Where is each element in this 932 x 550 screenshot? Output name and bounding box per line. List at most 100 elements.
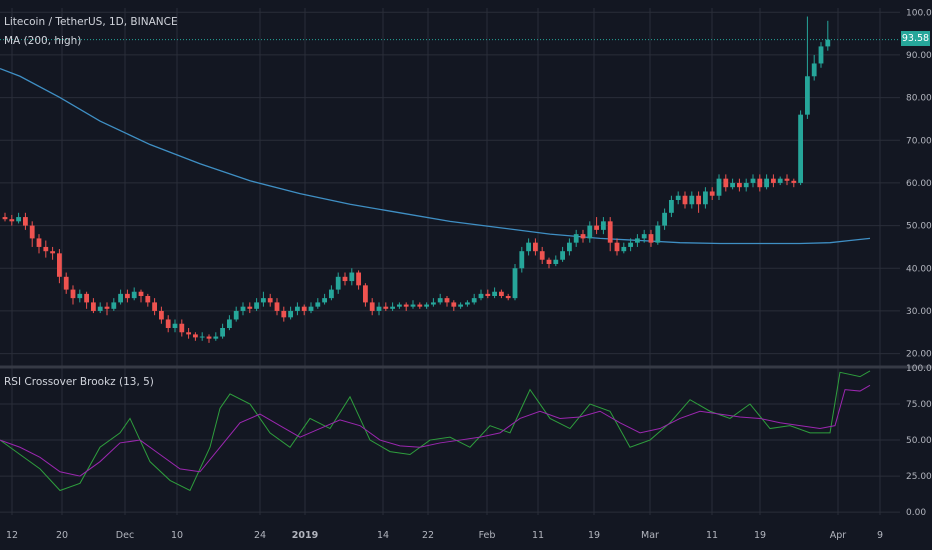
candle-body xyxy=(607,221,613,243)
candle-body xyxy=(288,310,293,318)
x-tick-label: 24 xyxy=(254,530,266,541)
candle-body xyxy=(240,306,246,311)
candle-body xyxy=(104,306,110,309)
x-tick-label: 11 xyxy=(706,530,718,541)
x-tick-label: Dec xyxy=(116,530,134,541)
candle-body xyxy=(546,259,552,264)
rsi-y-tick-label: 0.00 xyxy=(906,508,926,518)
candle-body xyxy=(675,195,681,200)
ma-legend[interactable]: MA (200, high) xyxy=(4,35,82,47)
y-tick-label: 40.00 xyxy=(906,264,932,274)
candle-body xyxy=(131,291,137,299)
candle-body xyxy=(791,180,797,183)
candle-body xyxy=(165,319,171,328)
rsi-legend[interactable]: RSI Crossover Brookz (13, 5) xyxy=(4,376,154,388)
candle-body xyxy=(512,268,518,299)
candle-body xyxy=(689,195,695,205)
candle-body xyxy=(451,302,457,307)
ma-line xyxy=(0,67,871,245)
symbol-legend[interactable]: Litecoin / TetherUS, 1D, BINANCE xyxy=(4,16,178,28)
candle-body xyxy=(145,296,151,303)
x-tick-label: 20 xyxy=(56,530,68,541)
candle-body xyxy=(703,191,708,205)
candle-body xyxy=(519,251,525,269)
candle-body xyxy=(641,234,647,239)
rsi-slow-line xyxy=(0,384,871,477)
candle-body xyxy=(179,323,185,333)
y-axis[interactable]: 100.00 90.00 80.00 70.00 60.00 50.00 40.00 30.0… xyxy=(906,8,932,518)
candle-body xyxy=(655,225,661,243)
candle-body xyxy=(363,285,368,303)
last-price-tag: 93.58 xyxy=(901,31,930,46)
candle-body xyxy=(57,253,62,277)
candle-body xyxy=(444,298,450,303)
candle-body xyxy=(485,293,491,296)
candle-body xyxy=(220,328,225,337)
candle-body xyxy=(750,178,756,183)
candle-body xyxy=(206,336,212,339)
candle-body xyxy=(349,272,355,282)
candle-body xyxy=(63,276,69,290)
candle-body xyxy=(36,238,42,247)
candle-body xyxy=(798,114,803,183)
rsi-y-tick-label: 75.00 xyxy=(906,400,932,410)
y-tick-label: 70.00 xyxy=(906,136,932,146)
candle-body xyxy=(723,178,729,188)
rsi-y-tick-label: 25.00 xyxy=(906,472,932,482)
candle-body xyxy=(410,304,416,307)
candle-body xyxy=(199,336,205,338)
candle-body xyxy=(805,76,810,115)
y-tick-label: 80.00 xyxy=(906,94,932,104)
candle-body xyxy=(329,289,334,299)
candle-body xyxy=(458,304,463,307)
candle-body xyxy=(97,306,103,311)
candle-body xyxy=(811,63,817,77)
candle-body xyxy=(764,178,769,188)
candle-body xyxy=(281,310,287,318)
x-tick-label: 19 xyxy=(588,530,600,541)
x-tick-label: 9 xyxy=(877,530,883,541)
candle-body xyxy=(186,332,191,335)
candle-body xyxy=(43,246,49,252)
y-tick-label: 30.00 xyxy=(906,307,932,317)
candle-body xyxy=(737,182,742,188)
candle-body xyxy=(777,178,783,183)
candle-body xyxy=(9,219,15,222)
candle-body xyxy=(356,272,361,286)
candle-body xyxy=(614,242,620,252)
candle-body xyxy=(648,234,654,243)
candle-body xyxy=(376,306,382,311)
candle-body xyxy=(716,178,722,196)
candle-body xyxy=(757,178,763,188)
candle-body xyxy=(771,178,776,183)
candle-body xyxy=(397,304,402,307)
candle-body xyxy=(91,302,96,311)
y-tick-label: 90.00 xyxy=(906,51,932,61)
candle-body xyxy=(478,293,484,299)
candle-body xyxy=(152,302,157,311)
candle-body xyxy=(539,251,545,260)
rsi-fast-line xyxy=(0,370,871,492)
candle-body xyxy=(601,221,606,230)
candle-body xyxy=(825,39,831,47)
candle-body xyxy=(322,298,327,303)
x-tick-label: 10 xyxy=(171,530,183,541)
candle-body xyxy=(16,217,21,222)
y-tick-label: 100.00 xyxy=(906,8,932,18)
x-axis[interactable]: 12 20 Dec 10 24 2019 14 22 Feb 11 19 Mar 11 19 Apr 9 xyxy=(6,530,883,541)
candle-body xyxy=(628,242,633,247)
candle-body xyxy=(730,182,735,188)
candle-body xyxy=(437,298,443,303)
x-tick-label: 19 xyxy=(754,530,766,541)
candle-body xyxy=(213,336,219,339)
candle-body xyxy=(818,46,824,64)
candle-body xyxy=(526,242,531,252)
candle-body xyxy=(267,298,273,303)
candle-body xyxy=(274,302,280,311)
candle-body xyxy=(29,225,35,239)
candle-body xyxy=(784,178,790,181)
x-tick-label: 14 xyxy=(377,530,389,541)
candle-body xyxy=(424,304,429,307)
